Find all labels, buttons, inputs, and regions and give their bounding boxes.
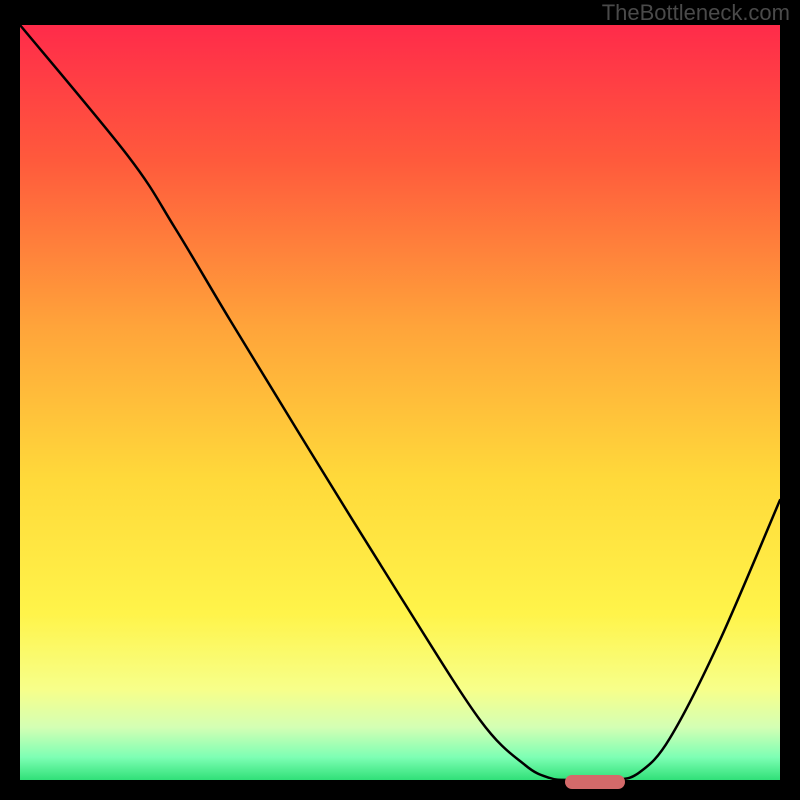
watermark-text: TheBottleneck.com [602, 0, 790, 25]
chart-container: TheBottleneck.com [0, 0, 800, 800]
optimal-marker [565, 775, 625, 789]
chart-svg: TheBottleneck.com [0, 0, 800, 800]
plot-area [20, 25, 780, 780]
